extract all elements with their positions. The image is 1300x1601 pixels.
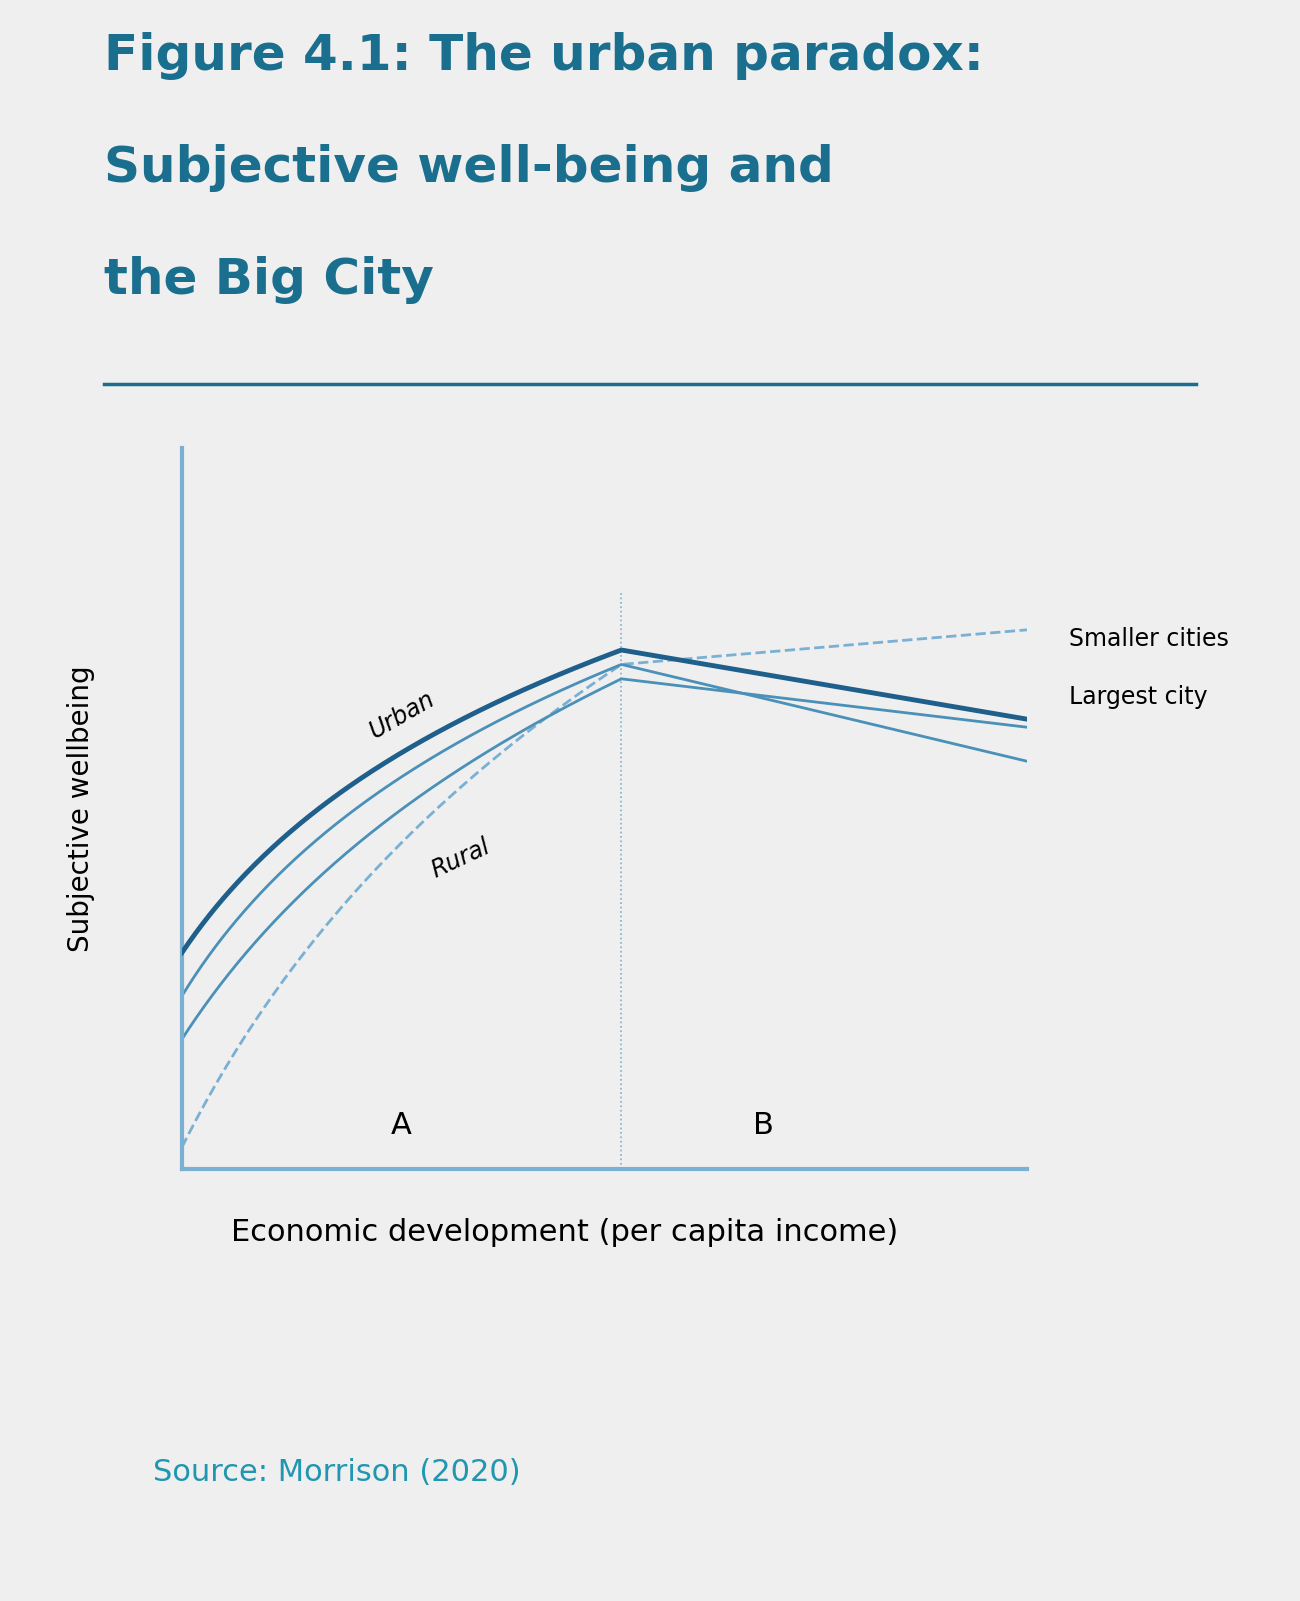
Text: Smaller cities: Smaller cities [1069, 628, 1228, 652]
Text: Economic development (per capita income): Economic development (per capita income) [230, 1218, 898, 1247]
Text: Largest city: Largest city [1069, 685, 1208, 709]
Text: Rural: Rural [428, 834, 494, 884]
Text: the Big City: the Big City [104, 256, 434, 304]
Text: Figure 4.1: The urban paradox:: Figure 4.1: The urban paradox: [104, 32, 984, 80]
Text: A: A [391, 1111, 412, 1140]
Text: B: B [753, 1111, 774, 1140]
Text: Subjective wellbeing: Subjective wellbeing [66, 664, 95, 953]
Text: Subjective well-being and: Subjective well-being and [104, 144, 833, 192]
Text: Source: Morrison (2020): Source: Morrison (2020) [153, 1459, 521, 1487]
Text: Urban: Urban [365, 687, 438, 743]
